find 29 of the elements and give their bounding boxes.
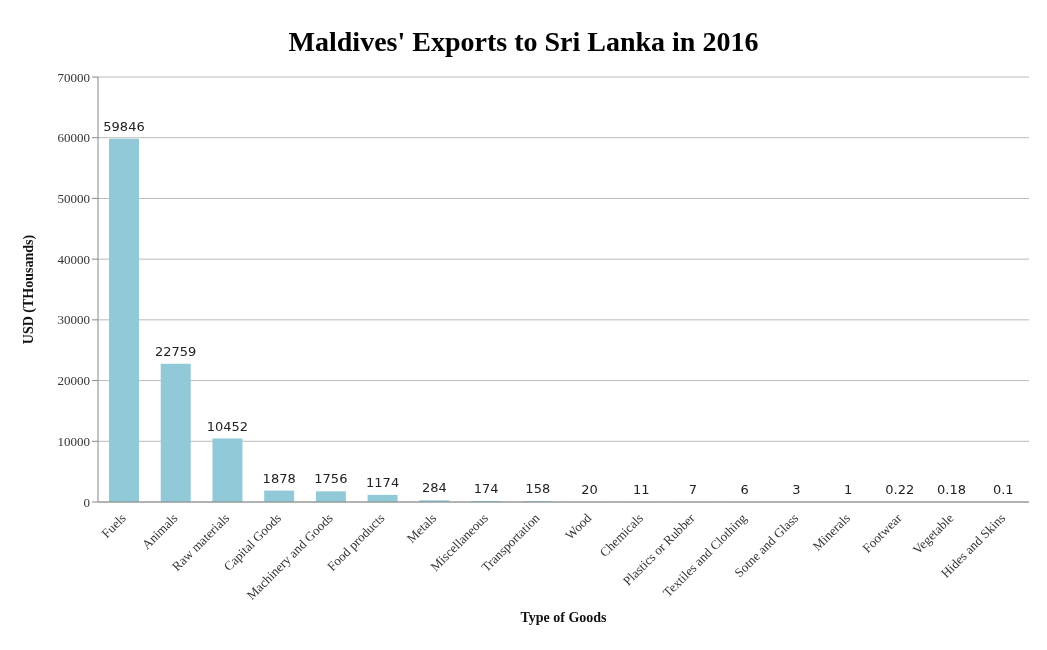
data-label: 0.18 [937, 482, 967, 497]
data-label: 174 [473, 480, 499, 496]
chart-title: Maldives' Exports to Sri Lanka in 2016 [288, 26, 759, 57]
y-tick-label: 30000 [57, 312, 90, 328]
y-tick-label: 70000 [57, 69, 90, 85]
y-tick-label: 20000 [57, 373, 90, 389]
y-tick-label: 0 [83, 494, 90, 510]
data-label: 1 [843, 481, 853, 497]
data-label: 6 [740, 481, 749, 497]
data-label: 7 [688, 481, 698, 497]
data-label: 3 [792, 481, 801, 497]
data-label: 22759 [155, 343, 197, 359]
data-label: 158 [525, 481, 551, 497]
y-tick-label: 40000 [57, 251, 90, 267]
x-axis-title: Type of Goods [520, 610, 608, 625]
y-tick-label: 10000 [57, 433, 90, 449]
y-axis-title: USD (THousands) [20, 234, 37, 345]
data-label: 59846 [103, 118, 145, 134]
data-label: 1756 [314, 471, 348, 487]
y-tick-label: 60000 [57, 130, 90, 146]
data-label: 1878 [262, 470, 296, 486]
data-label: 11 [632, 481, 650, 497]
data-label: 20 [581, 481, 598, 497]
data-label: 284 [421, 480, 447, 496]
data-label: 0.1 [992, 482, 1014, 497]
data-label: 1174 [366, 474, 400, 490]
data-label: 0.22 [885, 482, 915, 497]
y-tick-label: 50000 [57, 191, 90, 207]
data-label: 10452 [206, 418, 249, 434]
